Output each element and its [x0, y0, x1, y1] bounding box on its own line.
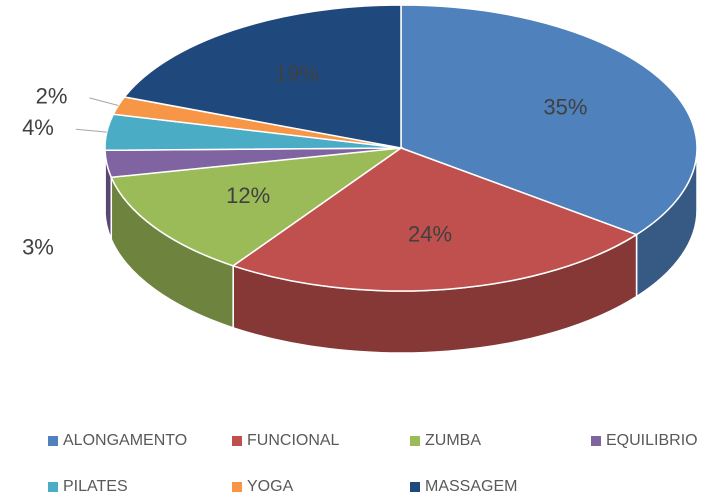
- legend-label: EQUILIBRIO: [606, 432, 698, 449]
- leader-line: [75, 128, 107, 133]
- legend-swatch: [232, 436, 242, 446]
- leader-line: [89, 97, 119, 107]
- legend-swatch: [232, 482, 242, 492]
- legend-label: MASSAGEM: [425, 478, 517, 495]
- slice: [231, 147, 639, 292]
- legend-label: FUNCIONAL: [247, 432, 340, 449]
- data-label: 12%: [226, 183, 270, 208]
- data-label: 19%: [275, 61, 319, 86]
- data-label: 3%: [22, 235, 54, 260]
- slice: [110, 146, 404, 267]
- legend-label: ALONGAMENTO: [63, 432, 187, 449]
- legend-label: YOGA: [247, 478, 294, 495]
- data-label: 4%: [22, 115, 54, 140]
- data-label: 2%: [36, 84, 68, 109]
- legend-swatch: [48, 436, 58, 446]
- legend-swatch: [48, 482, 58, 492]
- slice: [123, 4, 402, 149]
- legend-swatch: [410, 436, 420, 446]
- legend-label: ZUMBA: [425, 432, 481, 449]
- slice: [400, 4, 698, 236]
- data-label: 35%: [543, 94, 587, 119]
- legend-label: PILATES: [63, 478, 128, 495]
- legend-swatch: [591, 436, 601, 446]
- legend-swatch: [410, 482, 420, 492]
- data-label: 24%: [408, 221, 452, 246]
